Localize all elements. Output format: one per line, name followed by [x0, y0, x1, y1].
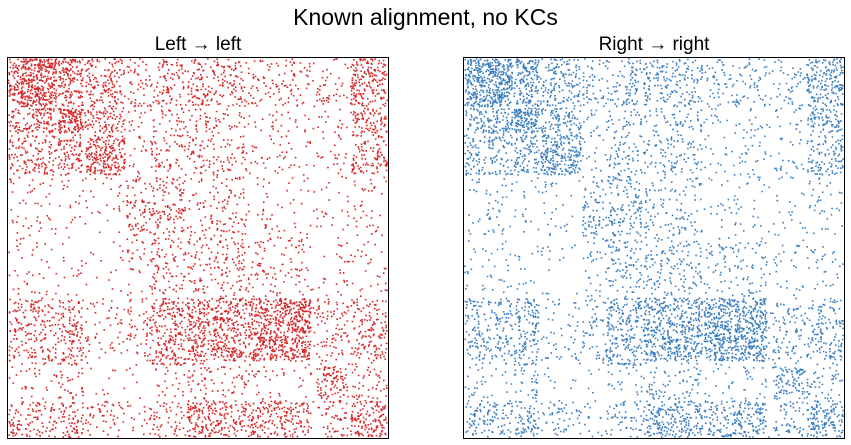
- right-adjacency-plot: [463, 57, 845, 439]
- matrix-entries: [8, 58, 388, 438]
- right-adjacency-matrix: [464, 58, 844, 438]
- left-adjacency-plot: [7, 57, 389, 439]
- left-panel-title: Left → left: [154, 34, 242, 55]
- matrix-entries: [464, 58, 844, 438]
- matrix-points: [464, 58, 844, 438]
- left-adjacency-matrix: [8, 58, 388, 438]
- matrix-points: [8, 58, 388, 438]
- figure-title: Known alignment, no KCs: [293, 4, 558, 30]
- right-panel-title: Right → right: [598, 34, 710, 55]
